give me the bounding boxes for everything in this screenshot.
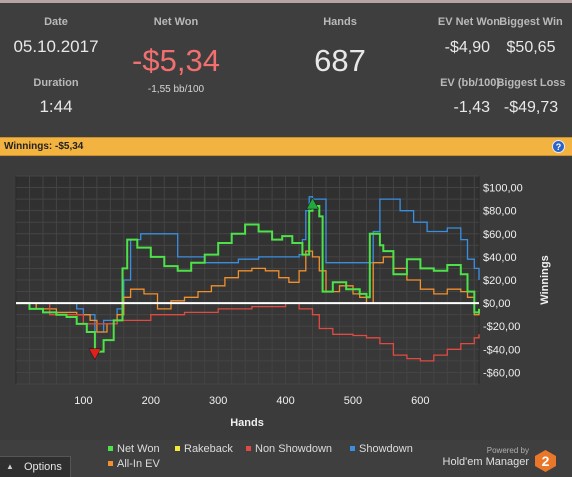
duration-label: Duration [33,77,79,89]
stats-panel: Date 05.10.2017 Duration 1:44 Net Won -$… [0,0,572,137]
x-tick-label: 100 [74,395,92,407]
net-won-value: -$5,34 [132,43,220,78]
winnings-title: Winnings: -$5,34 [4,141,84,152]
legend-label: Showdown [359,443,413,455]
ev-bb-label: EV (bb/100) [440,77,500,89]
max-marker-icon [306,197,319,210]
winnings-bar: Winnings: -$5,34 ? [0,137,572,156]
help-icon[interactable]: ? [552,140,565,153]
legend-swatch [350,445,355,451]
legend-item-non-showdown[interactable]: Non Showdown [246,443,332,455]
net-won-label: Net Won [153,16,199,28]
x-axis-title: Hands [230,417,264,429]
date-label: Date [44,16,68,28]
hands-value: 687 [314,43,366,78]
options-button[interactable]: ▲ Options [0,456,71,477]
x-tick-label: 300 [209,395,227,407]
ev-net-won-value: -$4,90 [444,39,490,56]
y-tick-label: $80,00 [483,206,517,218]
series-line-all-in-ev [16,250,480,333]
legend-label: Net Won [117,443,160,455]
date-value: 05.10.2017 [13,37,99,56]
x-tick-label: 600 [411,395,429,407]
extreme-markers [88,197,319,361]
ev-net-won-label: EV Net Won [437,16,500,28]
legend-swatch [108,445,113,451]
net-won-bb: -1,55 bb/100 [147,84,205,95]
y-tick-label: $60,00 [483,229,517,241]
series-lines [16,196,480,362]
legend-label: Non Showdown [255,443,333,455]
powered-by-text: Powered by [486,446,529,455]
duration-value: 1:44 [39,97,73,116]
y-tick-label: -$60,00 [483,367,520,379]
y-tick-label: $40,00 [483,252,517,264]
legend-item-net-won[interactable]: Net Won [108,443,160,455]
y-tick-label: $100,00 [483,183,523,195]
legend-item-rakeback[interactable]: Rakeback [175,443,233,455]
legend-swatch [175,445,180,451]
legend-item-all-in-ev[interactable]: All-In EV [108,458,160,470]
biggest-win-value: $50,65 [506,39,556,56]
options-label: Options [24,461,62,473]
winnings-chart: $100,00 $80,00 $60,00 $40,00 $20,00 $0,00 -$20… [0,157,572,440]
legend-item-showdown[interactable]: Showdown [350,443,413,455]
series-line-non-showdown [16,302,480,362]
x-tick-label: 400 [276,395,294,407]
y-tick-label: $0,00 [483,298,511,310]
logo-digit: 2 [542,453,550,469]
y-tick-label: -$40,00 [483,344,520,356]
biggest-loss-label: Biggest Loss [496,77,566,89]
y-tick-label: $20,00 [483,275,517,287]
y-tick-label: -$20,00 [483,321,520,333]
tick-labels: $100,00 $80,00 $60,00 $40,00 $20,00 $0,00 -$20… [74,183,523,407]
legend-label: Rakeback [184,443,233,455]
x-tick-label: 200 [142,395,160,407]
hands-label: Hands [323,16,357,28]
winnings-chart-svg: $100,00 $80,00 $60,00 $40,00 $20,00 $0,00 -$20… [15,175,551,429]
y-axis-title: Winnings [539,255,551,304]
x-tick-label: 500 [344,395,362,407]
legend-swatch [246,445,251,451]
biggest-win-label: Biggest Win [499,16,563,28]
hem-logo-icon: 2 [535,450,556,472]
brand-name: Hold'em Manager [442,456,529,468]
legend-swatch [108,460,113,466]
grid-lines [16,175,479,385]
legend-label: All-In EV [117,458,160,470]
min-marker-icon [88,348,102,361]
series-line-net-won [16,205,480,353]
chart-legend: Net Won Rakeback Non Showdown Showdown A… [108,443,438,475]
chevron-up-icon: ▲ [6,462,14,471]
biggest-loss-value: -$49,73 [503,99,559,116]
ev-bb-value: -1,43 [453,99,490,116]
